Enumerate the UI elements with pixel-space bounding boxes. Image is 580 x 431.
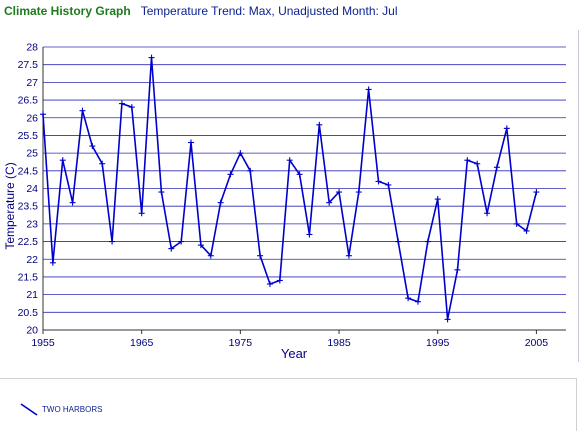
x-tick-label: 1995 [426,337,450,349]
data-point [247,167,254,174]
data-point [118,100,125,107]
data-point [178,238,185,245]
data-point [523,227,530,234]
data-point [217,199,224,206]
legend-line-swatch [20,403,38,416]
y-tick-label: 27.5 [18,59,39,71]
data-point [197,242,204,249]
x-tick-label: 1965 [130,337,154,349]
data-point [385,181,392,188]
y-tick-label: 24.5 [18,165,39,177]
y-tick-label: 23.5 [18,201,39,213]
data-point [464,157,471,164]
data-point [227,171,234,178]
data-point [395,238,402,245]
y-tick-label: 21.5 [18,271,39,283]
y-tick-label: 20.5 [18,307,39,319]
y-tick-label: 23 [26,218,38,230]
data-point [69,199,76,206]
data-point [405,295,412,302]
data-point [207,252,214,259]
header: Climate History Graph Temperature Trend:… [0,0,580,22]
y-tick-label: 24 [26,183,38,195]
data-point [444,316,451,323]
data-point [336,189,343,196]
data-point [59,157,66,164]
data-point [533,189,540,196]
legend-label: TWO HARBORS [42,405,103,414]
x-tick-label: 1955 [31,337,55,349]
x-tick-label: 1975 [229,337,253,349]
data-point [266,281,273,288]
data-point [286,157,293,164]
data-point [188,139,195,146]
data-point [99,160,106,167]
data-point [306,231,313,238]
data-point [148,54,155,61]
data-point [128,104,135,111]
data-point [484,210,491,217]
data-point [424,238,431,245]
data-point [49,259,56,266]
x-tick-label: 2005 [525,337,549,349]
data-point [326,199,333,206]
y-tick-label: 21 [26,289,38,301]
y-tick-label: 20 [26,325,38,337]
data-point [40,111,46,118]
y-tick-label: 22.5 [18,236,39,248]
data-point [345,252,352,259]
data-point [79,107,86,114]
y-tick-label: 26 [26,112,38,124]
data-point [316,121,323,128]
data-point [493,164,500,171]
line-chart: 20 20.5 21 21.5 22 22.5 23 23.5 24 24.5 25 25.5 26 26… [3,42,566,361]
data-point [375,178,382,185]
y-tick-label: 25 [26,148,38,160]
chart-panel: 20 20.5 21 21.5 22 22.5 23 23.5 24 24.5 25 25.5 26 26… [0,30,579,362]
y-axis-title: Temperature (C) [3,162,17,249]
y-tick-label: 25.5 [18,130,39,142]
data-point [365,86,372,93]
data-point [276,277,283,284]
data-point [434,196,441,203]
data-point [414,298,421,305]
y-tick-label: 28 [26,42,38,54]
data-point [296,171,303,178]
data-point [503,125,510,132]
x-tick-labels: 1955 1965 1975 1985 1995 2005 [31,330,548,349]
app-title: Climate History Graph [4,4,131,18]
data-point [158,189,165,196]
y-tick-label: 26.5 [18,95,39,107]
data-point [168,245,175,252]
y-tick-label: 27 [26,77,38,89]
data-point [257,252,264,259]
data-point [454,266,461,273]
y-tick-label: 22 [26,254,38,266]
y-tick-labels: 20 20.5 21 21.5 22 22.5 23 23.5 24 24.5 25 25.5 26 26… [18,42,39,337]
data-point [237,150,244,157]
data-point [513,220,520,227]
data-point [89,143,96,150]
legend: TWO HARBORS [0,378,577,431]
data-point [138,210,145,217]
data-point [474,160,481,167]
data-series [40,54,540,323]
x-tick-label: 1985 [327,337,351,349]
gridlines [43,46,566,313]
axes [42,47,566,331]
x-axis-title: Year [281,346,308,361]
graph-subtitle: Temperature Trend: Max, Unadjusted Month… [140,4,398,18]
data-point [109,238,116,245]
data-point [355,189,362,196]
